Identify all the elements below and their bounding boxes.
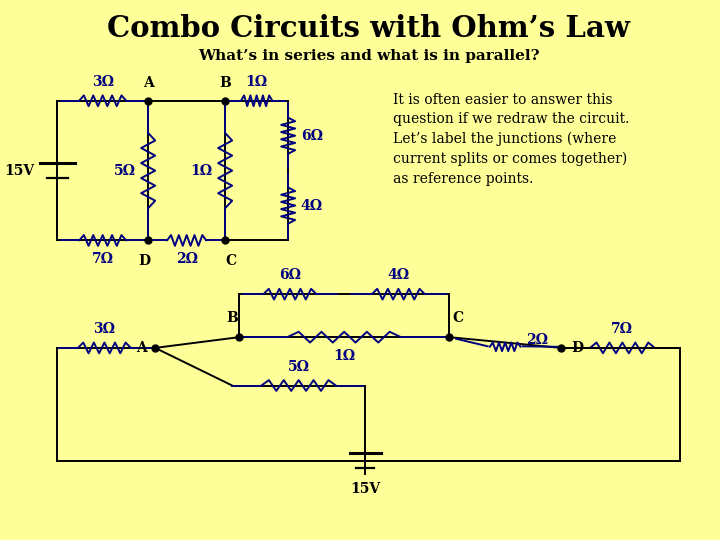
Text: A: A bbox=[136, 341, 147, 355]
Text: 4Ω: 4Ω bbox=[301, 199, 323, 213]
Text: 4Ω: 4Ω bbox=[387, 268, 410, 282]
Text: 2Ω: 2Ω bbox=[526, 333, 548, 347]
Text: 7Ω: 7Ω bbox=[611, 322, 634, 336]
Text: 15V: 15V bbox=[4, 164, 35, 178]
Text: 1Ω: 1Ω bbox=[333, 349, 355, 363]
Text: 1Ω: 1Ω bbox=[190, 164, 212, 178]
Text: 6Ω: 6Ω bbox=[279, 268, 301, 282]
Text: It is often easier to answer this
question if we redraw the circuit.
Let’s label: It is often easier to answer this questi… bbox=[393, 93, 629, 186]
Text: 1Ω: 1Ω bbox=[246, 75, 268, 89]
Text: C: C bbox=[225, 254, 236, 268]
Text: C: C bbox=[452, 312, 463, 325]
Text: 7Ω: 7Ω bbox=[91, 252, 114, 266]
Text: 15V: 15V bbox=[350, 482, 380, 496]
Text: A: A bbox=[143, 76, 153, 90]
Text: What’s in series and what is in parallel?: What’s in series and what is in parallel… bbox=[198, 49, 539, 63]
Text: 5Ω: 5Ω bbox=[114, 164, 135, 178]
Text: 2Ω: 2Ω bbox=[176, 252, 198, 266]
Text: 6Ω: 6Ω bbox=[301, 129, 323, 143]
Text: 5Ω: 5Ω bbox=[288, 360, 310, 374]
Text: 3Ω: 3Ω bbox=[94, 322, 115, 336]
Text: D: D bbox=[572, 341, 584, 355]
Text: B: B bbox=[220, 76, 231, 90]
Text: D: D bbox=[139, 254, 150, 268]
Text: 3Ω: 3Ω bbox=[91, 75, 114, 89]
Text: B: B bbox=[226, 312, 238, 325]
Text: Combo Circuits with Ohm’s Law: Combo Circuits with Ohm’s Law bbox=[107, 14, 630, 43]
